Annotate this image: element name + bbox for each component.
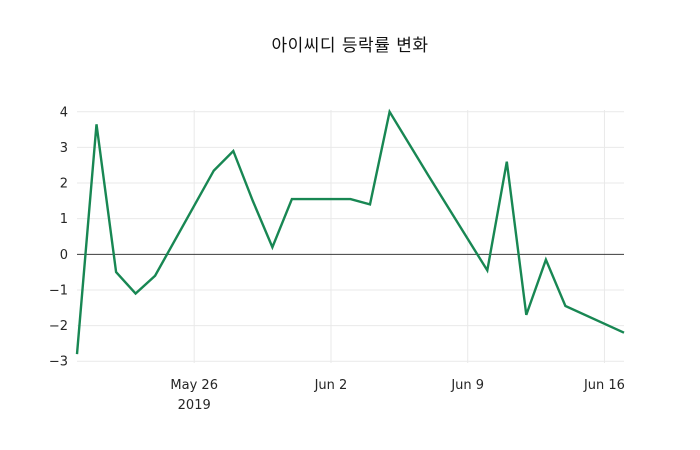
y-tick-label: −2 — [49, 319, 68, 334]
x-tick-sublabel: 2019 — [178, 398, 211, 413]
x-tick-label: May 26 — [170, 378, 218, 393]
y-tick-label: 0 — [60, 248, 68, 263]
series-line — [75, 108, 625, 355]
y-tick-label: 3 — [60, 141, 68, 156]
y-tick-label: 4 — [60, 105, 68, 120]
x-tick-label: Jun 16 — [583, 378, 625, 393]
y-tick-label: 1 — [60, 212, 68, 227]
y-tick-label: −1 — [49, 283, 68, 298]
x-tick-label: Jun 2 — [314, 378, 348, 393]
y-tick-label: 2 — [60, 177, 68, 192]
y-tick-label: −3 — [49, 355, 68, 370]
chart-title: 아이씨디 등락률 변화 — [271, 36, 429, 56]
x-tick-label: Jun 9 — [450, 378, 484, 393]
